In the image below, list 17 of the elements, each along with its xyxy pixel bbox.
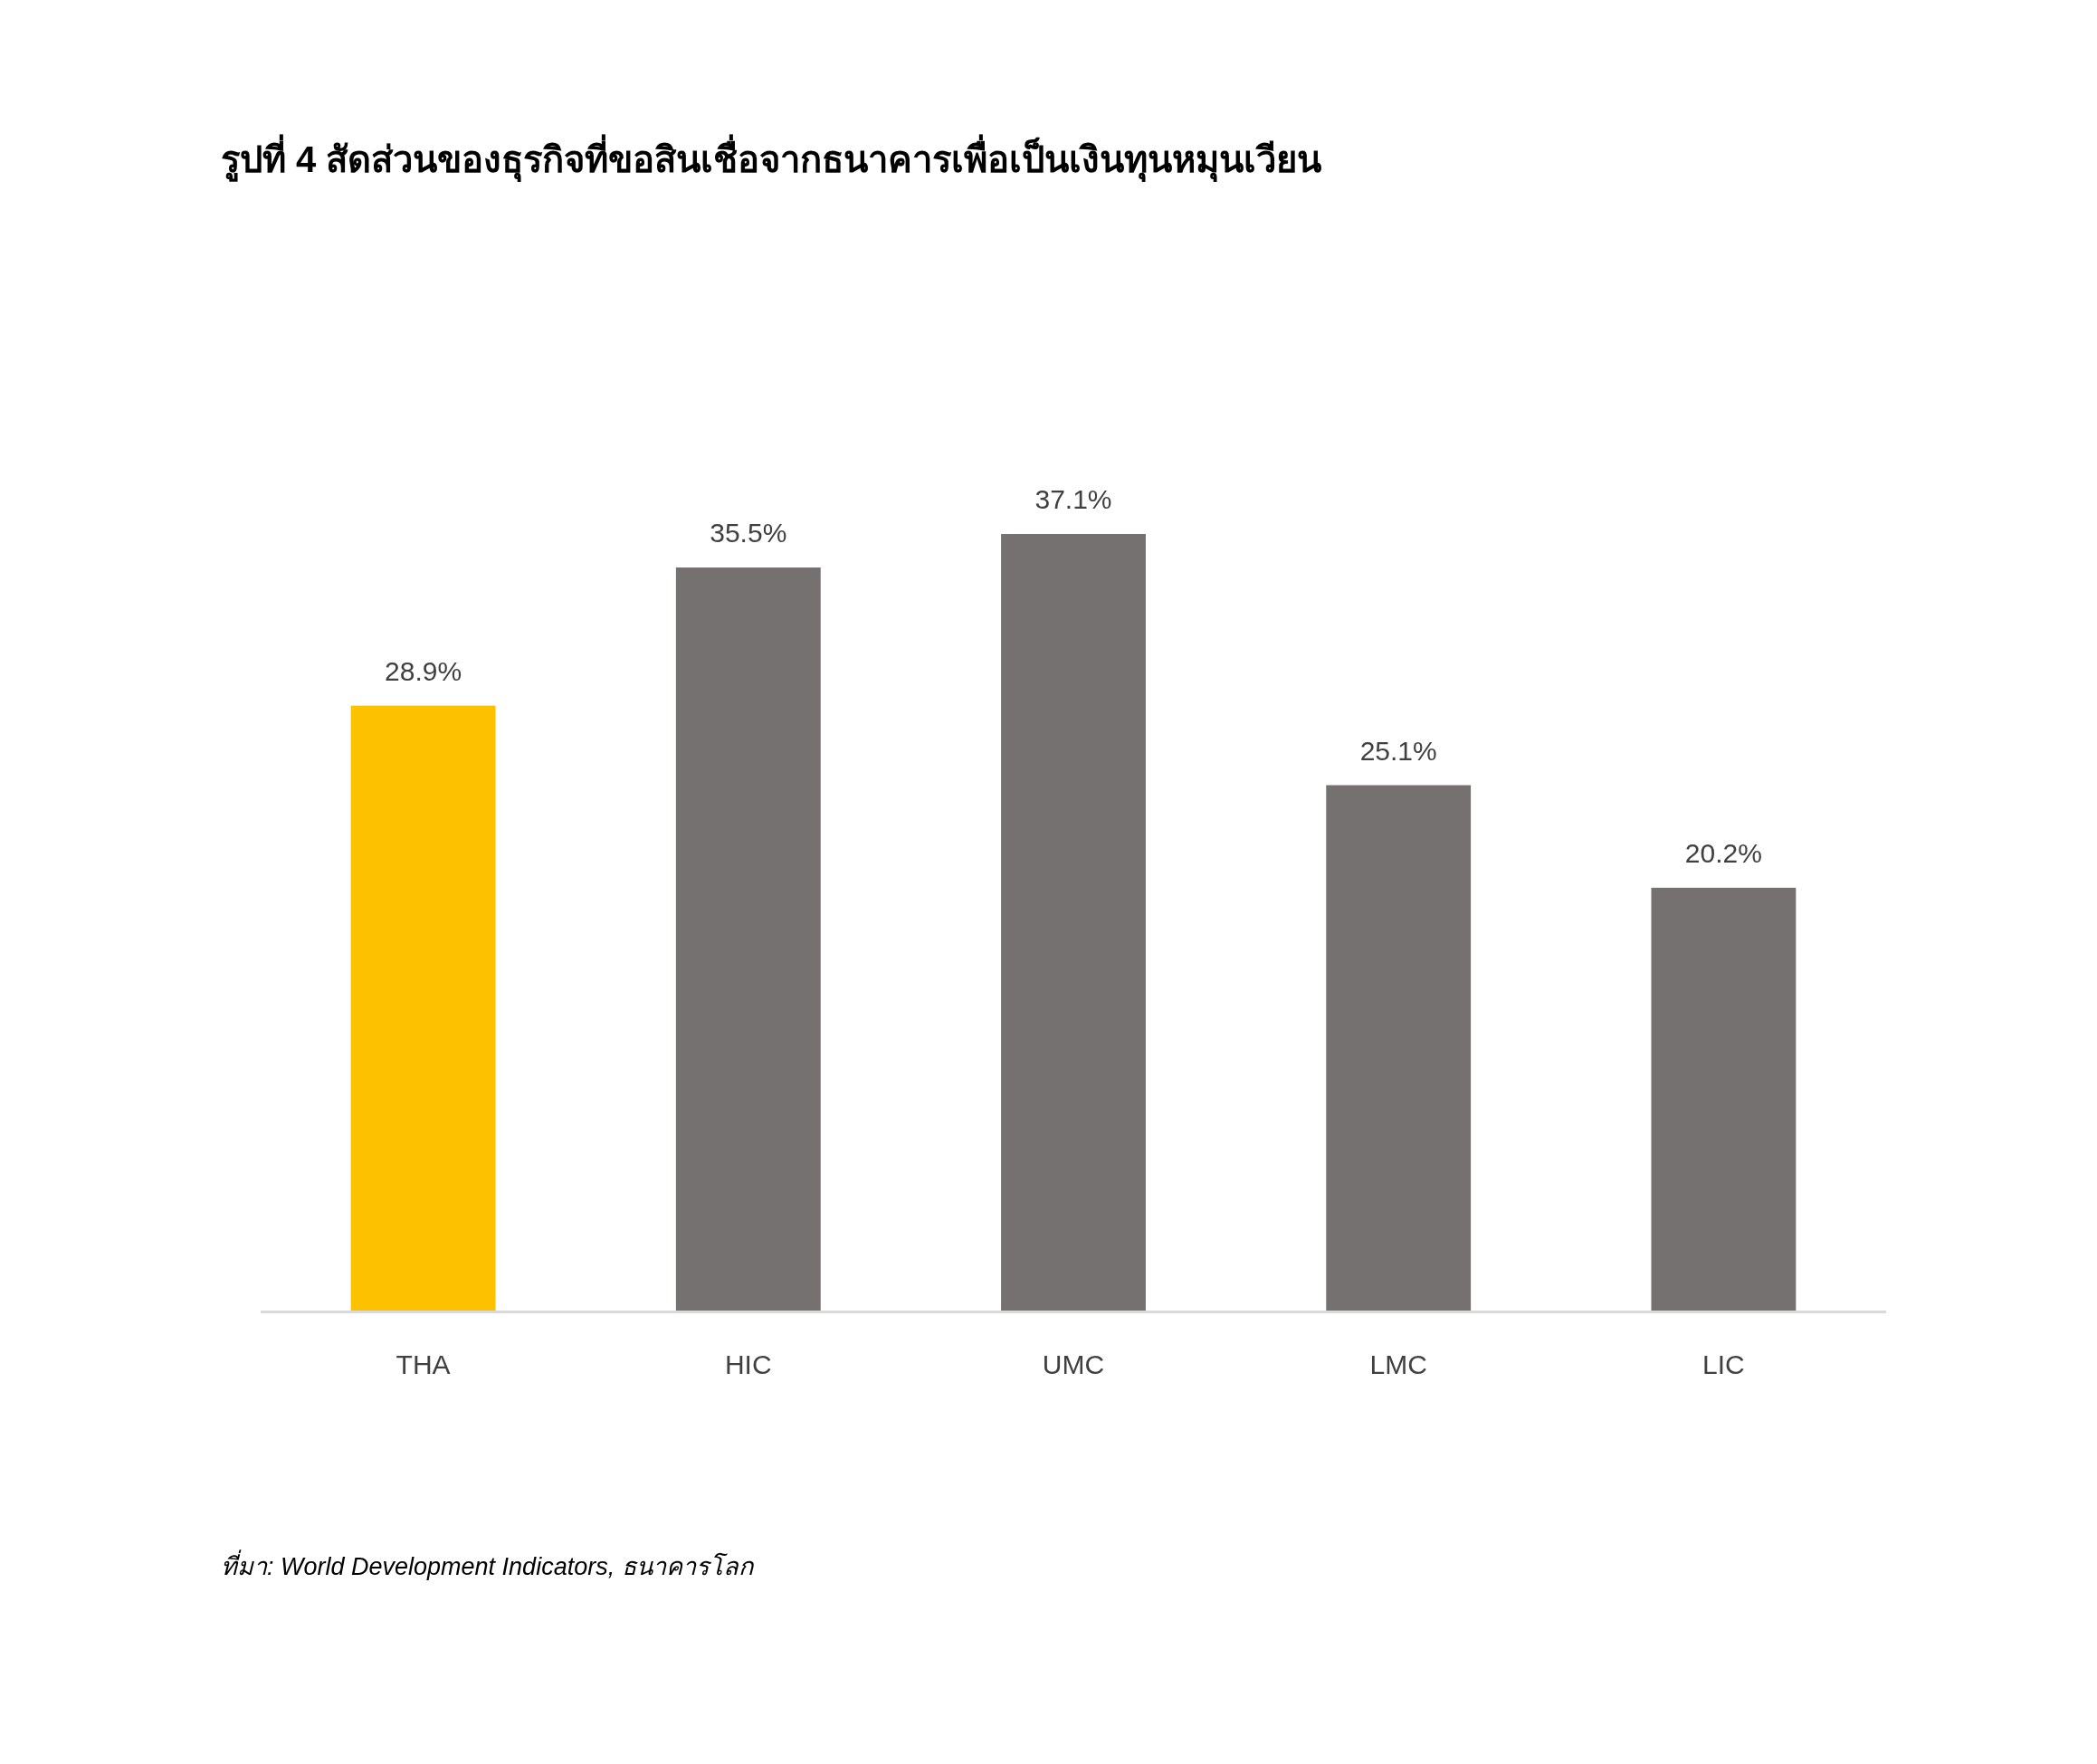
text: ที่มา: World Development Indicators, ธนาคารโลก	[221, 1549, 755, 1580]
x-tick-label: HIC	[724, 1349, 772, 1379]
data-label: 35.5%	[710, 518, 787, 548]
data-label: 28.9%	[385, 655, 462, 686]
chart-title: รูปที่ 4 สัดส่วนของธุรกิจที่ขอสินเชื่อจากธนาคารเพื่อเป็นเงินทุนหมุนเวียน	[221, 134, 1322, 183]
x-tick-label: LMC	[1369, 1349, 1427, 1379]
data-label: 25.1%	[1359, 735, 1437, 766]
bar	[1001, 534, 1146, 1311]
bar	[1651, 887, 1797, 1311]
x-tick-label: UMC	[1042, 1349, 1105, 1379]
data-label: 37.1%	[1034, 484, 1112, 514]
bar	[1326, 785, 1472, 1311]
x-tick-label: THA	[396, 1349, 451, 1379]
bar	[675, 567, 821, 1311]
data-label: 20.2%	[1684, 837, 1762, 868]
bar	[350, 705, 496, 1311]
x-tick-label: LIC	[1702, 1349, 1745, 1379]
